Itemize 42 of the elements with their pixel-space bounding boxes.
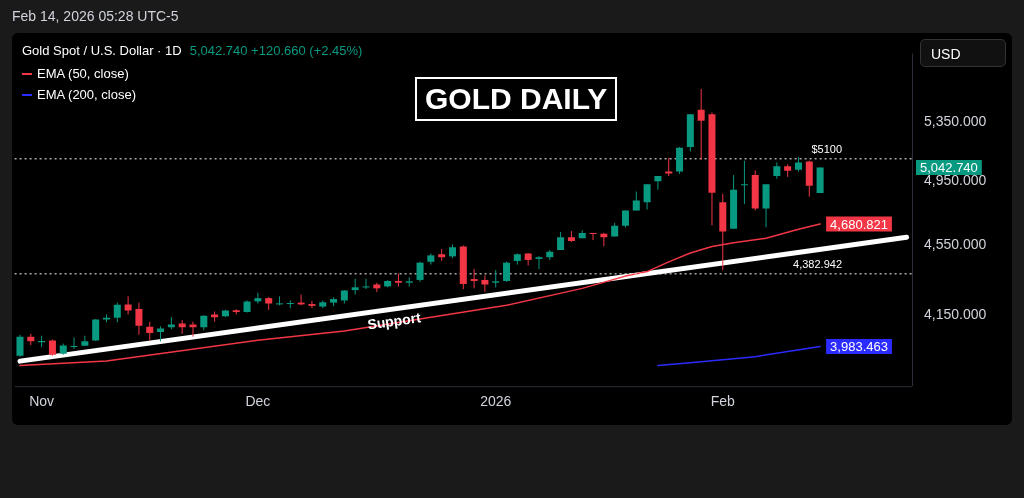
candlestick [416, 261, 424, 283]
data-label: 4,680.821 [830, 216, 888, 232]
ref-line-label: $5100 [811, 143, 842, 156]
candlestick [535, 255, 543, 270]
candlestick [81, 335, 89, 347]
candlestick [92, 318, 100, 342]
x-tick-label: Dec [245, 393, 271, 410]
candlestick [308, 300, 316, 309]
candlestick [589, 232, 597, 241]
candlestick [70, 337, 78, 350]
x-tick-label: Feb [710, 393, 736, 410]
candlestick [124, 295, 132, 315]
text: GOLD DAILY [415, 77, 618, 121]
candlestick [697, 88, 705, 161]
x-tick-label: Nov [29, 393, 55, 410]
y-tick-label: 4,550.000 [924, 236, 987, 253]
candlestick [113, 302, 121, 323]
data-label: 3,983.463 [830, 338, 888, 354]
annotation: 5,042.740 +120.660 (+2.45%) [189, 43, 363, 58]
candlestick [135, 302, 143, 336]
candlestick [254, 292, 262, 305]
text: Support [366, 309, 423, 333]
text: Feb 14, 2026 05:28 UTC-5 [12, 8, 179, 24]
ref-line-label: 4,382.942 [793, 258, 842, 271]
text: 5,042.740 [920, 159, 978, 175]
x-tick-label: 2026 [480, 393, 512, 410]
chart-subtitle: Gold Spot / U.S. Dollar · 1D [22, 43, 182, 58]
candlestick [503, 260, 511, 283]
text: USD [920, 39, 1006, 67]
candlestick [676, 146, 684, 175]
candlestick [146, 321, 154, 341]
y-tick-label: 5,350.000 [924, 113, 987, 130]
legend-label: EMA (50, close) [37, 65, 129, 83]
candlestick [557, 231, 565, 251]
candlestick [470, 268, 478, 289]
y-tick-label: 4,150.000 [924, 306, 987, 323]
candlestick [362, 278, 370, 290]
legend-label: EMA (200, close) [37, 86, 136, 104]
candlestick [16, 334, 24, 358]
candlestick [643, 183, 651, 210]
candlestick [654, 175, 662, 191]
candlestick [740, 160, 748, 205]
